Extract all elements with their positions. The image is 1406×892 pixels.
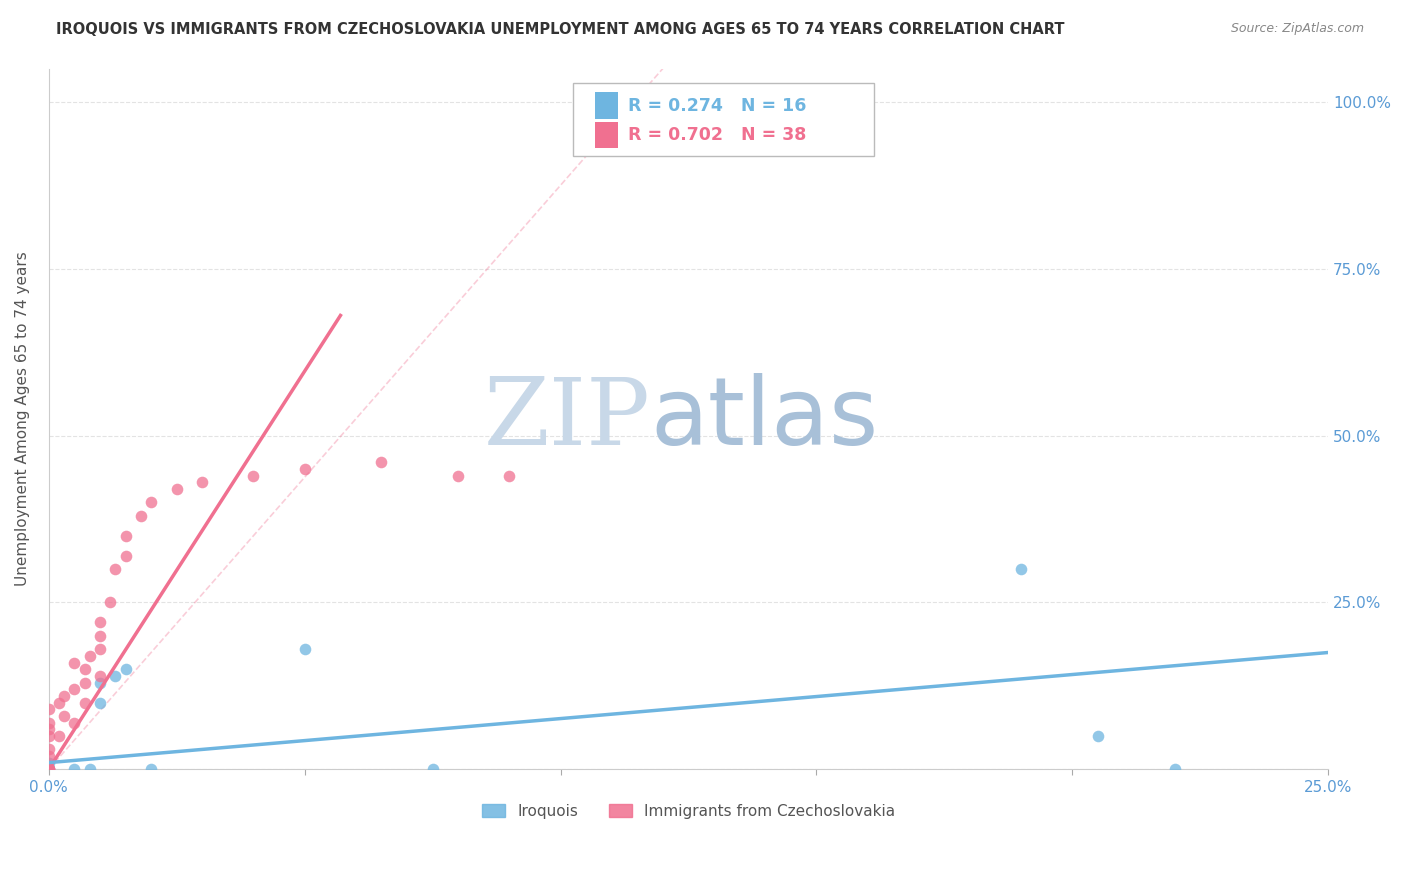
- Point: [114, 529, 136, 543]
- Point: [422, 762, 444, 776]
- Point: [38, 729, 60, 743]
- Point: [114, 662, 136, 676]
- Legend: Iroquois, Immigrants from Czechoslovakia: Iroquois, Immigrants from Czechoslovakia: [475, 797, 901, 825]
- FancyBboxPatch shape: [595, 93, 619, 119]
- Point: [89, 675, 111, 690]
- Point: [53, 709, 76, 723]
- Point: [242, 468, 264, 483]
- Point: [38, 702, 60, 716]
- Point: [73, 675, 96, 690]
- Point: [129, 508, 152, 523]
- Point: [98, 595, 121, 609]
- Text: atlas: atlas: [650, 373, 879, 465]
- Point: [139, 495, 162, 509]
- Point: [38, 762, 60, 776]
- Point: [294, 642, 316, 657]
- Text: R = 0.274   N = 16: R = 0.274 N = 16: [628, 96, 807, 115]
- Text: IROQUOIS VS IMMIGRANTS FROM CZECHOSLOVAKIA UNEMPLOYMENT AMONG AGES 65 TO 74 YEAR: IROQUOIS VS IMMIGRANTS FROM CZECHOSLOVAK…: [56, 22, 1064, 37]
- Point: [53, 689, 76, 703]
- Point: [48, 696, 70, 710]
- Point: [89, 669, 111, 683]
- Text: R = 0.702   N = 38: R = 0.702 N = 38: [628, 126, 807, 145]
- Point: [139, 762, 162, 776]
- Point: [38, 762, 60, 776]
- Point: [191, 475, 214, 490]
- Point: [38, 742, 60, 756]
- Point: [114, 549, 136, 563]
- FancyBboxPatch shape: [595, 122, 619, 148]
- Point: [89, 615, 111, 630]
- Point: [48, 729, 70, 743]
- Point: [73, 662, 96, 676]
- Point: [1010, 562, 1032, 576]
- Point: [63, 715, 86, 730]
- Text: ZIP: ZIP: [484, 374, 650, 464]
- Point: [89, 696, 111, 710]
- Point: [63, 656, 86, 670]
- Point: [79, 648, 101, 663]
- Y-axis label: Unemployment Among Ages 65 to 74 years: Unemployment Among Ages 65 to 74 years: [15, 252, 30, 586]
- Point: [38, 762, 60, 776]
- Point: [38, 762, 60, 776]
- Point: [63, 762, 86, 776]
- FancyBboxPatch shape: [574, 83, 875, 156]
- Point: [38, 748, 60, 763]
- Point: [1163, 762, 1185, 776]
- Point: [89, 642, 111, 657]
- Point: [104, 669, 127, 683]
- Text: Source: ZipAtlas.com: Source: ZipAtlas.com: [1230, 22, 1364, 36]
- Point: [63, 682, 86, 697]
- Point: [38, 756, 60, 770]
- Point: [447, 468, 470, 483]
- Point: [498, 468, 520, 483]
- Point: [89, 629, 111, 643]
- Point: [294, 462, 316, 476]
- Point: [38, 715, 60, 730]
- Point: [38, 723, 60, 737]
- Point: [73, 696, 96, 710]
- Point: [1087, 729, 1109, 743]
- Point: [104, 562, 127, 576]
- Point: [166, 482, 188, 496]
- Point: [79, 762, 101, 776]
- Point: [370, 455, 392, 469]
